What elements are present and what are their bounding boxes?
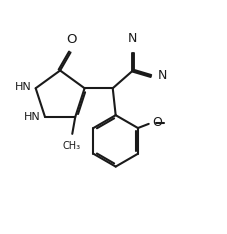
Text: O: O: [151, 116, 161, 129]
Text: CH₃: CH₃: [62, 141, 81, 151]
Text: HN: HN: [15, 82, 31, 92]
Text: N: N: [157, 69, 166, 82]
Text: HN: HN: [24, 113, 40, 122]
Text: N: N: [128, 32, 137, 45]
Text: O: O: [66, 33, 77, 46]
